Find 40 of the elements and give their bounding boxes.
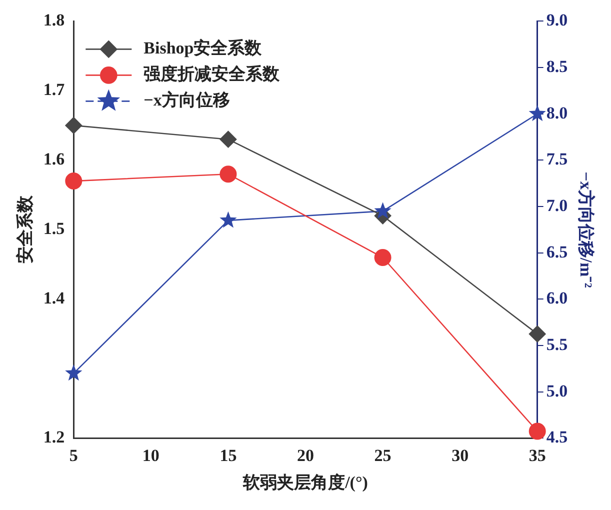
point bbox=[528, 104, 546, 122]
point bbox=[65, 364, 82, 381]
x-axis-title: 软弱夹层角度/(°) bbox=[242, 473, 368, 492]
y2-tick-label: 8.0 bbox=[546, 103, 568, 122]
y2-tick-label: 9.0 bbox=[546, 10, 568, 30]
legend-label: 强度折减安全系数 bbox=[144, 64, 281, 84]
x-tick-label: 15 bbox=[220, 446, 237, 465]
x-tick-label: 20 bbox=[297, 446, 314, 465]
y-tick-label: 1.7 bbox=[43, 80, 66, 100]
x-tick-label: 5 bbox=[69, 446, 78, 465]
y2-tick-label: 6.0 bbox=[546, 288, 568, 308]
y2-tick-label: 7.0 bbox=[546, 196, 568, 215]
point bbox=[220, 211, 237, 228]
y2-tick-label: 8.5 bbox=[546, 56, 568, 76]
y-tick-label: 1.8 bbox=[43, 10, 65, 30]
x-tick-label: 35 bbox=[528, 446, 546, 465]
y-tick-label: 1.4 bbox=[43, 288, 66, 308]
point bbox=[374, 249, 392, 266]
legend-label: −x方向位移 bbox=[144, 90, 230, 110]
point bbox=[65, 172, 82, 190]
legend-label: Bishop安全系数 bbox=[144, 38, 263, 58]
point bbox=[374, 202, 392, 218]
point bbox=[220, 166, 237, 183]
x-tick-label: 25 bbox=[374, 446, 392, 465]
point bbox=[220, 130, 237, 148]
y2-tick-label: 4.5 bbox=[546, 428, 568, 447]
y2-tick-label: 7.5 bbox=[546, 150, 568, 169]
y-tick-label: 1.5 bbox=[43, 219, 65, 238]
y2-tick-label: 5.0 bbox=[546, 381, 568, 400]
y2-axis-title: −x方向位移/m⁻² bbox=[576, 172, 596, 288]
y-tick-label: 1.6 bbox=[43, 150, 65, 169]
point bbox=[528, 422, 546, 440]
y2-tick-label: 5.5 bbox=[546, 334, 568, 354]
y-tick-label: 1.2 bbox=[43, 428, 65, 447]
y2-tick-label: 6.5 bbox=[546, 242, 568, 262]
y-axis-title: 安全系数 bbox=[16, 194, 35, 264]
x-tick-label: 30 bbox=[452, 446, 469, 465]
x-tick-label: 10 bbox=[142, 446, 160, 465]
point bbox=[65, 116, 82, 134]
point bbox=[528, 325, 546, 342]
